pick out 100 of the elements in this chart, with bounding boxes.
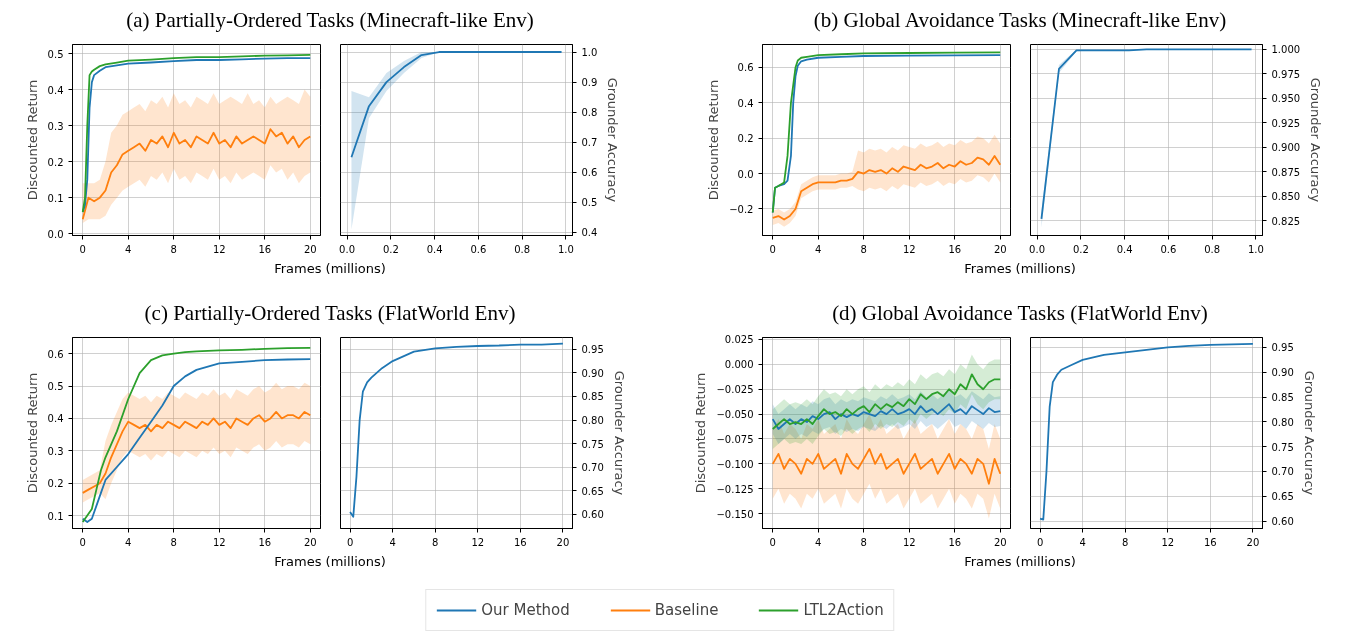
- x-tick-label: 0: [769, 243, 776, 255]
- y2-tick-label: 0.85: [581, 391, 604, 403]
- y-axis-title: Discounted Return: [24, 372, 40, 494]
- line-series: [1039, 343, 1254, 521]
- y-tick-label: 0.4: [47, 413, 64, 425]
- x-tick-label: 4: [389, 536, 396, 548]
- x-tick-label: 0: [769, 536, 776, 548]
- x-tick-label: 0.4: [426, 243, 443, 255]
- y-tick-label: 0.2: [47, 156, 64, 168]
- y2-tick-label: 0.8: [581, 107, 598, 119]
- x-axis-title: Frames (millions): [964, 553, 1076, 571]
- y2-tick-label: 0.875: [1271, 166, 1301, 178]
- x-tick-label: 0.4: [1116, 243, 1133, 255]
- y2-axis-title: Grounder Accuracy: [611, 370, 627, 496]
- legend-label: Baseline: [654, 601, 719, 619]
- x-tick-label: 0.2: [382, 243, 399, 255]
- y2-tick-label: 0.850: [1271, 191, 1301, 203]
- y-tick-label: 0.1: [47, 192, 64, 204]
- x-tick-label: 8: [432, 536, 439, 548]
- chart-title: (c) Partially-Ordered Tasks (FlatWorld Env): [144, 300, 516, 327]
- x-tick-label: 0: [79, 243, 86, 255]
- y2-tick-label: 1.000: [1271, 44, 1301, 56]
- y2-tick-label: 0.950: [1271, 93, 1301, 105]
- y2-tick-label: 0.975: [1271, 68, 1301, 80]
- x-tick-label: 20: [556, 536, 570, 548]
- chart-title: (d) Global Avoidance Tasks (FlatWorld Env): [832, 300, 1208, 327]
- y-tick-label: −0.125: [716, 483, 754, 495]
- y2-tick-label: 0.95: [581, 344, 604, 356]
- x-tick-label: 4: [1079, 536, 1086, 548]
- line-series: [771, 403, 1002, 430]
- x-tick-label: 20: [303, 243, 317, 255]
- x-tick-label: 1.0: [557, 243, 574, 255]
- line-series: [771, 155, 1002, 221]
- y-tick-label: −0.100: [716, 458, 754, 470]
- y-tick-label: −0.075: [716, 433, 754, 445]
- x-tick-label: 0.8: [1204, 243, 1221, 255]
- legend-label: LTL2Action: [803, 601, 884, 619]
- y2-axis-title: Grounder Accuracy: [1301, 370, 1317, 496]
- y2-tick-label: 0.70: [581, 462, 604, 474]
- y2-tick-label: 0.4: [581, 227, 598, 239]
- x-tick-label: 8: [170, 243, 177, 255]
- y-tick-label: 0.2: [737, 133, 754, 145]
- x-tick-label: 0: [346, 536, 354, 548]
- x-axis-title: Frames (millions): [964, 260, 1076, 278]
- x-tick-label: 16: [948, 536, 962, 548]
- y-tick-label: 0.000: [724, 359, 754, 371]
- line-series: [349, 342, 564, 518]
- y2-tick-label: 0.90: [581, 367, 604, 379]
- x-tick-label: 1.0: [1247, 243, 1264, 255]
- x-tick-label: 12: [212, 536, 226, 548]
- y2-tick-label: 0.75: [581, 438, 604, 450]
- y-tick-label: 0.0: [737, 168, 754, 180]
- y-tick-label: 0.4: [737, 97, 754, 109]
- y2-tick-label: 0.90: [1271, 367, 1294, 379]
- x-tick-label: 4: [125, 243, 132, 255]
- x-tick-label: 12: [212, 243, 226, 255]
- y2-tick-label: 0.80: [581, 415, 604, 427]
- y-tick-label: 0.3: [47, 445, 64, 457]
- y-tick-label: 0.0: [47, 228, 64, 240]
- x-tick-label: 16: [258, 536, 272, 548]
- line-series: [81, 128, 312, 221]
- x-tick-label: 4: [125, 536, 132, 548]
- y-tick-label: 0.4: [47, 84, 64, 96]
- y-tick-label: 0.025: [724, 334, 754, 346]
- y2-tick-label: 0.80: [1271, 416, 1294, 428]
- y2-tick-label: 0.85: [1271, 392, 1294, 404]
- x-tick-label: 0: [79, 536, 86, 548]
- chart-title: (a) Partially-Ordered Tasks (Minecraft-like Env): [126, 7, 534, 34]
- y2-tick-label: 0.900: [1271, 142, 1301, 154]
- x-tick-label: 12: [902, 243, 916, 255]
- y2-tick-label: 0.70: [1271, 466, 1294, 478]
- x-tick-label: 0.2: [1072, 243, 1089, 255]
- y2-tick-label: 0.5: [581, 197, 598, 209]
- y2-tick-label: 0.60: [1271, 516, 1294, 528]
- x-tick-label: 16: [258, 243, 272, 255]
- x-tick-label: 0.0: [1029, 243, 1046, 255]
- y2-tick-label: 0.925: [1271, 117, 1301, 129]
- y-tick-label: −0.025: [716, 384, 754, 396]
- x-tick-label: 20: [303, 536, 317, 548]
- y2-tick-label: 1.0: [581, 47, 598, 59]
- x-tick-label: 12: [1161, 536, 1175, 548]
- x-tick-label: 4: [815, 536, 822, 548]
- x-tick-label: 0.6: [470, 243, 487, 255]
- y-tick-label: 0.5: [47, 48, 64, 60]
- x-tick-label: 16: [948, 243, 962, 255]
- y2-tick-label: 0.65: [581, 485, 604, 497]
- y-tick-label: −0.2: [729, 203, 754, 215]
- y2-tick-label: 0.7: [581, 137, 598, 149]
- y-tick-label: −0.150: [716, 508, 754, 520]
- y2-tick-label: 0.75: [1271, 441, 1294, 453]
- y-axis-title: Discounted Return: [24, 79, 40, 201]
- legend-label: Our Method: [481, 601, 570, 619]
- y-tick-label: 0.6: [737, 62, 754, 74]
- x-tick-label: 8: [1122, 536, 1129, 548]
- y2-tick-label: 0.825: [1271, 215, 1301, 227]
- y-tick-label: 0.1: [47, 510, 64, 522]
- x-tick-label: 16: [513, 536, 527, 548]
- x-tick-label: 16: [1203, 536, 1217, 548]
- y-tick-label: −0.050: [716, 409, 754, 421]
- x-tick-label: 8: [860, 536, 867, 548]
